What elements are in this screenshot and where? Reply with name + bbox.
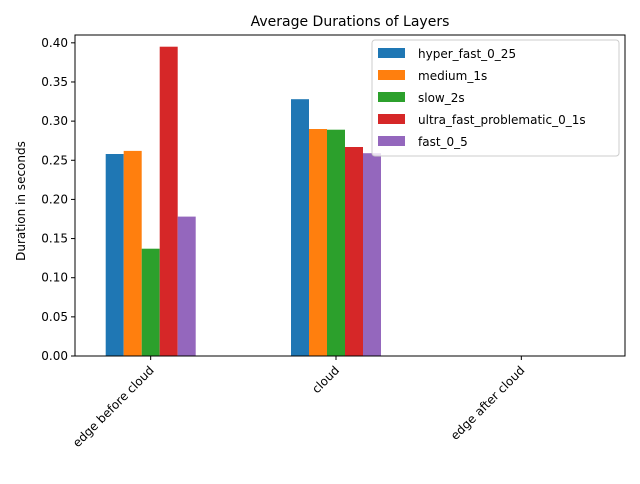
y-tick-label: 0.35 [41, 75, 68, 89]
bars-group [105, 46, 381, 356]
legend-label: ultra_fast_problematic_0_1s [418, 113, 586, 127]
legend-swatch [378, 92, 405, 102]
plot-frame [74, 34, 626, 357]
y-tick-label: 0.20 [41, 192, 68, 206]
legend-label: fast_0_5 [418, 135, 468, 149]
y-tick-label: 0.30 [41, 114, 68, 128]
bar [345, 147, 363, 356]
y-tick-label: 0.15 [41, 232, 68, 246]
legend: hyper_fast_0_25 medium_1s slow_2s ultra_fas… [371, 39, 620, 157]
legend-swatch [378, 136, 405, 146]
x-tick-label: cloud [309, 363, 342, 396]
bar [363, 153, 381, 356]
y-tick-label: 0.10 [41, 271, 68, 285]
y-tick-label: 0.40 [41, 36, 68, 50]
legend-swatch [378, 48, 405, 58]
x-tick-label: edge before cloud [70, 363, 157, 450]
y-axis-label: Duration in seconds [14, 141, 28, 261]
bar [141, 248, 160, 356]
chart-title: Average Durations of Layers [251, 14, 450, 30]
legend-frame [371, 39, 620, 157]
bar [309, 129, 327, 356]
legend-label: hyper_fast_0_25 [418, 47, 516, 61]
legend-label: slow_2s [418, 91, 465, 105]
x-tick-label: edge after cloud [448, 363, 528, 443]
bar [159, 46, 178, 356]
legend-swatch [378, 114, 405, 124]
y-tick-label: 0.25 [41, 153, 68, 167]
bar [327, 129, 345, 356]
bar [123, 150, 142, 356]
legend-swatch [378, 70, 405, 80]
bar [177, 216, 196, 356]
legend-label: medium_1s [418, 69, 487, 83]
y-tick-label: 0.00 [41, 349, 68, 363]
y-tick-label: 0.05 [41, 310, 68, 324]
bar [291, 99, 309, 356]
bar [105, 154, 124, 356]
